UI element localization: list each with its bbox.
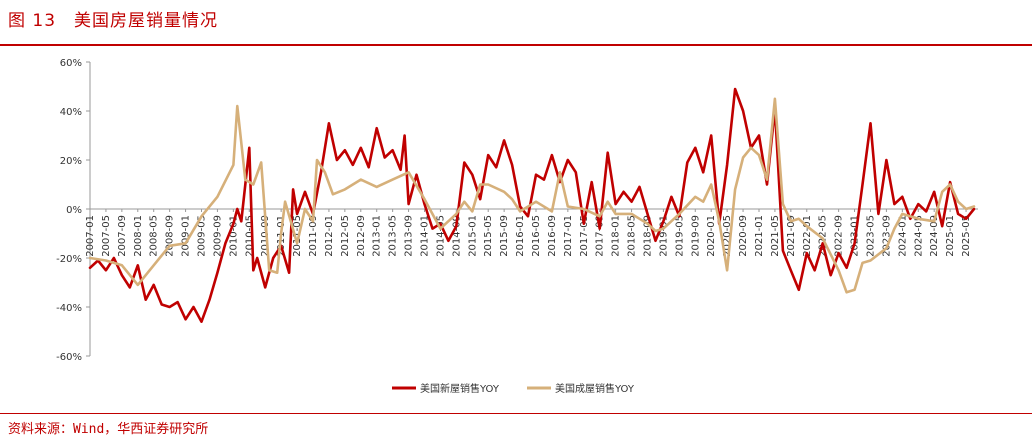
- chart-series: [88, 87, 976, 324]
- x-tick-label: 2023-09: [881, 215, 892, 257]
- line-chart: -60% -40% -20% 0% 20% 40% 60% 2007-01 2007-05 200…: [56, 58, 978, 395]
- series-line-2: [88, 97, 976, 294]
- y-tick-label: -20%: [56, 254, 82, 265]
- x-tick-label: 2020-01: [706, 215, 717, 257]
- x-tick-label: 2010-01: [228, 215, 239, 257]
- x-tick-label: 2022-01: [802, 215, 813, 257]
- x-tick-label: 2020-09: [738, 215, 749, 257]
- x-tick-label: 2013-05: [388, 215, 399, 257]
- x-tick-label: 2011-09: [308, 215, 319, 257]
- x-tick-label: 2009-01: [181, 215, 192, 257]
- x-tick-label: 2014-05: [435, 215, 446, 257]
- x-tick-label: 2015-05: [483, 215, 494, 257]
- x-tick-label: 2018-09: [642, 215, 653, 257]
- x-tick-label: 2012-05: [340, 215, 351, 257]
- x-tick-label: 2015-01: [467, 215, 478, 257]
- x-tick-label: 2007-01: [85, 215, 96, 257]
- y-tick-label: 60%: [60, 58, 82, 69]
- y-tick-label: 0%: [66, 205, 82, 216]
- x-tick-label: 2024-09: [929, 215, 940, 257]
- x-tick-label: 2017-05: [579, 215, 590, 257]
- x-tick-label: 2015-09: [499, 215, 510, 257]
- y-tick-label: -60%: [56, 352, 82, 363]
- title-divider: [0, 44, 1032, 46]
- source-note: 资料来源：Wind，华西证券研究所: [8, 422, 209, 437]
- x-tick-label: 2013-01: [372, 215, 383, 257]
- x-tick-label: 2021-01: [754, 215, 765, 257]
- x-tick-label: 2018-05: [627, 215, 638, 257]
- x-tick-label: 2016-05: [531, 215, 542, 257]
- x-tick-label: 2008-09: [165, 215, 176, 257]
- x-tick-label: 2020-05: [722, 215, 733, 257]
- x-tick-label: 2025-05: [961, 215, 972, 257]
- x-tick-label: 2024-05: [913, 215, 924, 257]
- x-tick-label: 2021-05: [770, 215, 781, 257]
- x-tick-label: 2012-09: [356, 215, 367, 257]
- y-tick-label: 20%: [60, 156, 82, 167]
- x-tick-label: 2013-09: [404, 215, 415, 257]
- footer-divider: [0, 413, 1032, 414]
- x-tick-label: 2007-09: [117, 215, 128, 257]
- x-tick-label: 2025-01: [945, 215, 956, 257]
- legend-label-2: 美国成屋销售YOY: [555, 382, 635, 395]
- x-tick-label: 2022-09: [834, 215, 845, 257]
- x-tick-label: 2008-01: [133, 215, 144, 257]
- x-tick-label: 2018-01: [611, 215, 622, 257]
- chart-area: -60% -40% -20% 0% 20% 40% 60% 2007-01 2007-05 200…: [0, 46, 1032, 410]
- x-tick-label: 2009-05: [196, 215, 207, 257]
- x-tick-label: 2024-01: [897, 215, 908, 257]
- x-tick-label: 2019-01: [658, 215, 669, 257]
- figure-header: 图 13 美国房屋销量情况: [0, 0, 1032, 46]
- x-tick-label: 2012-01: [324, 215, 335, 257]
- y-tick-label: -40%: [56, 303, 82, 314]
- x-tick-label: 2019-05: [674, 215, 685, 257]
- x-tick-label: 2007-05: [101, 215, 112, 257]
- chart-axes: -60% -40% -20% 0% 20% 40% 60% 2007-01 2007-05 200…: [56, 58, 978, 363]
- x-tick-label: 2008-05: [149, 215, 160, 257]
- x-tick-label: 2016-09: [547, 215, 558, 257]
- y-tick-label: 40%: [60, 107, 82, 118]
- x-tick-label: 2016-01: [515, 215, 526, 257]
- x-tick-label: 2014-09: [451, 215, 462, 257]
- legend-label-1: 美国新屋销售YOY: [420, 382, 500, 395]
- x-tick-label: 2010-05: [244, 215, 255, 257]
- x-tick-label: 2009-09: [212, 215, 223, 257]
- x-tick-label: 2019-09: [690, 215, 701, 257]
- x-tick-label: 2021-09: [786, 215, 797, 257]
- series-line-1: [88, 87, 976, 324]
- x-tick-label: 2023-05: [865, 215, 876, 257]
- chart-legend: 美国新屋销售YOY 美国成屋销售YOY: [392, 382, 635, 395]
- x-tick-label: 2017-01: [563, 215, 574, 257]
- x-tick-label: 2017-09: [595, 215, 606, 257]
- x-tick-label: 2014-01: [419, 215, 430, 257]
- figure-title: 图 13 美国房屋销量情况: [8, 11, 219, 31]
- x-tick-label: 2022-05: [818, 215, 829, 257]
